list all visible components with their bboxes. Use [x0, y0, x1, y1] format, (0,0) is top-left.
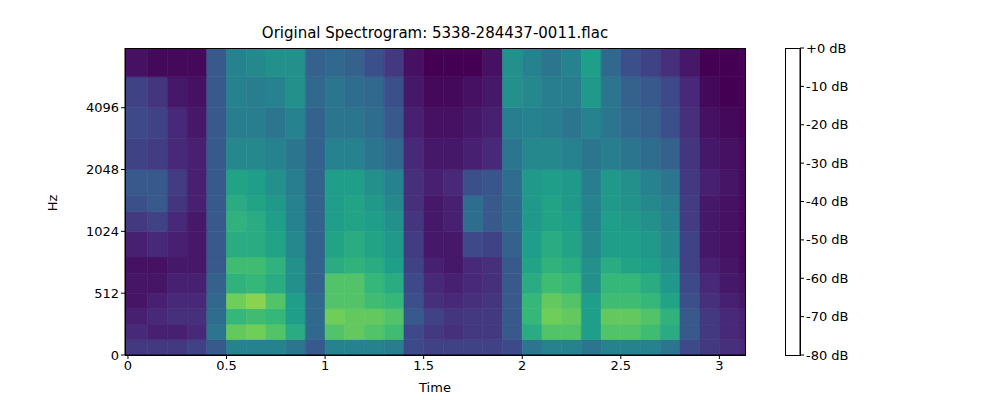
svg-text:1024: 1024: [86, 224, 119, 239]
svg-text:0.5: 0.5: [216, 358, 237, 373]
html-text:Time: Time: [419, 380, 451, 395]
svg-text:512: 512: [94, 286, 119, 301]
svg-text:-50 dB: -50 dB: [806, 232, 849, 247]
svg-text:2.5: 2.5: [610, 358, 631, 373]
svg-text:-10 dB: -10 dB: [806, 79, 849, 94]
svg-text:-80 dB: -80 dB: [806, 348, 849, 363]
svg-text:-40 dB: -40 dB: [806, 194, 849, 209]
svg-text:0: 0: [111, 348, 119, 363]
svg-text:-60 dB: -60 dB: [806, 271, 849, 286]
svg-text:2048: 2048: [86, 162, 119, 177]
svg-text:-70 dB: -70 dB: [806, 309, 849, 324]
svg-text:0: 0: [124, 358, 132, 373]
html-text:Hz: Hz: [44, 194, 60, 212]
svg-text:+0 dB: +0 dB: [806, 41, 846, 56]
svg-text:-20 dB: -20 dB: [806, 117, 849, 132]
svg-text:4096: 4096: [86, 100, 119, 115]
svg-text:1: 1: [321, 358, 329, 373]
svg-text:-30 dB: -30 dB: [806, 156, 849, 171]
svg-text:3: 3: [715, 358, 723, 373]
html-text:Original Spectrogram: 5338-284: Original Spectrogram: 5338-284437-0011.f…: [261, 24, 609, 42]
svg-text:1.5: 1.5: [413, 358, 434, 373]
svg-text:2: 2: [518, 358, 526, 373]
